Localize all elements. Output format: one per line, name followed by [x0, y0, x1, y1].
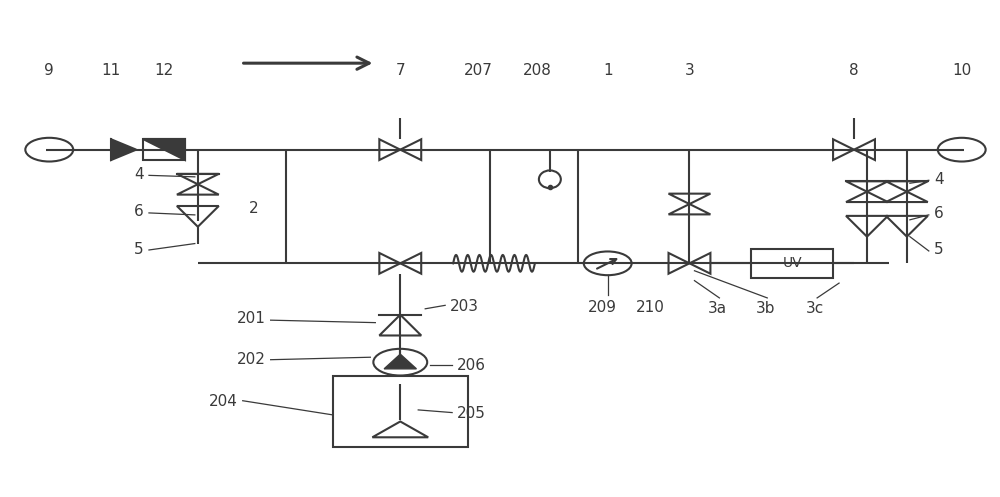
Text: 1: 1 [603, 63, 613, 78]
Text: UV: UV [782, 256, 802, 270]
Text: 10: 10 [952, 63, 971, 78]
Polygon shape [143, 139, 185, 160]
Polygon shape [111, 139, 136, 160]
Text: 202: 202 [237, 352, 266, 367]
Text: 206: 206 [457, 358, 486, 373]
Text: 205: 205 [457, 406, 486, 421]
Text: 6: 6 [134, 204, 144, 220]
Text: 201: 201 [237, 311, 266, 326]
Text: 208: 208 [522, 63, 551, 78]
Text: 6: 6 [934, 206, 944, 221]
Text: 2: 2 [249, 201, 258, 216]
Text: 3c: 3c [806, 301, 824, 317]
Text: 9: 9 [44, 63, 54, 78]
Text: 11: 11 [101, 63, 121, 78]
Text: 5: 5 [934, 243, 943, 257]
Text: 7: 7 [395, 63, 405, 78]
Text: 210: 210 [636, 300, 665, 316]
Text: 4: 4 [934, 172, 943, 187]
Text: 4: 4 [134, 167, 144, 182]
Bar [333, 376, 468, 447]
Text: 8: 8 [849, 63, 859, 78]
Text: 3a: 3a [708, 301, 727, 317]
Text: 209: 209 [588, 300, 617, 316]
Text: 12: 12 [154, 63, 174, 78]
Text: 204: 204 [209, 394, 238, 409]
Polygon shape [384, 354, 416, 369]
Text: 203: 203 [450, 299, 479, 314]
Text: 3b: 3b [756, 301, 775, 317]
Bar [751, 249, 833, 278]
Text: 207: 207 [464, 63, 492, 78]
Text: 5: 5 [134, 242, 144, 257]
Text: 3: 3 [685, 63, 694, 78]
